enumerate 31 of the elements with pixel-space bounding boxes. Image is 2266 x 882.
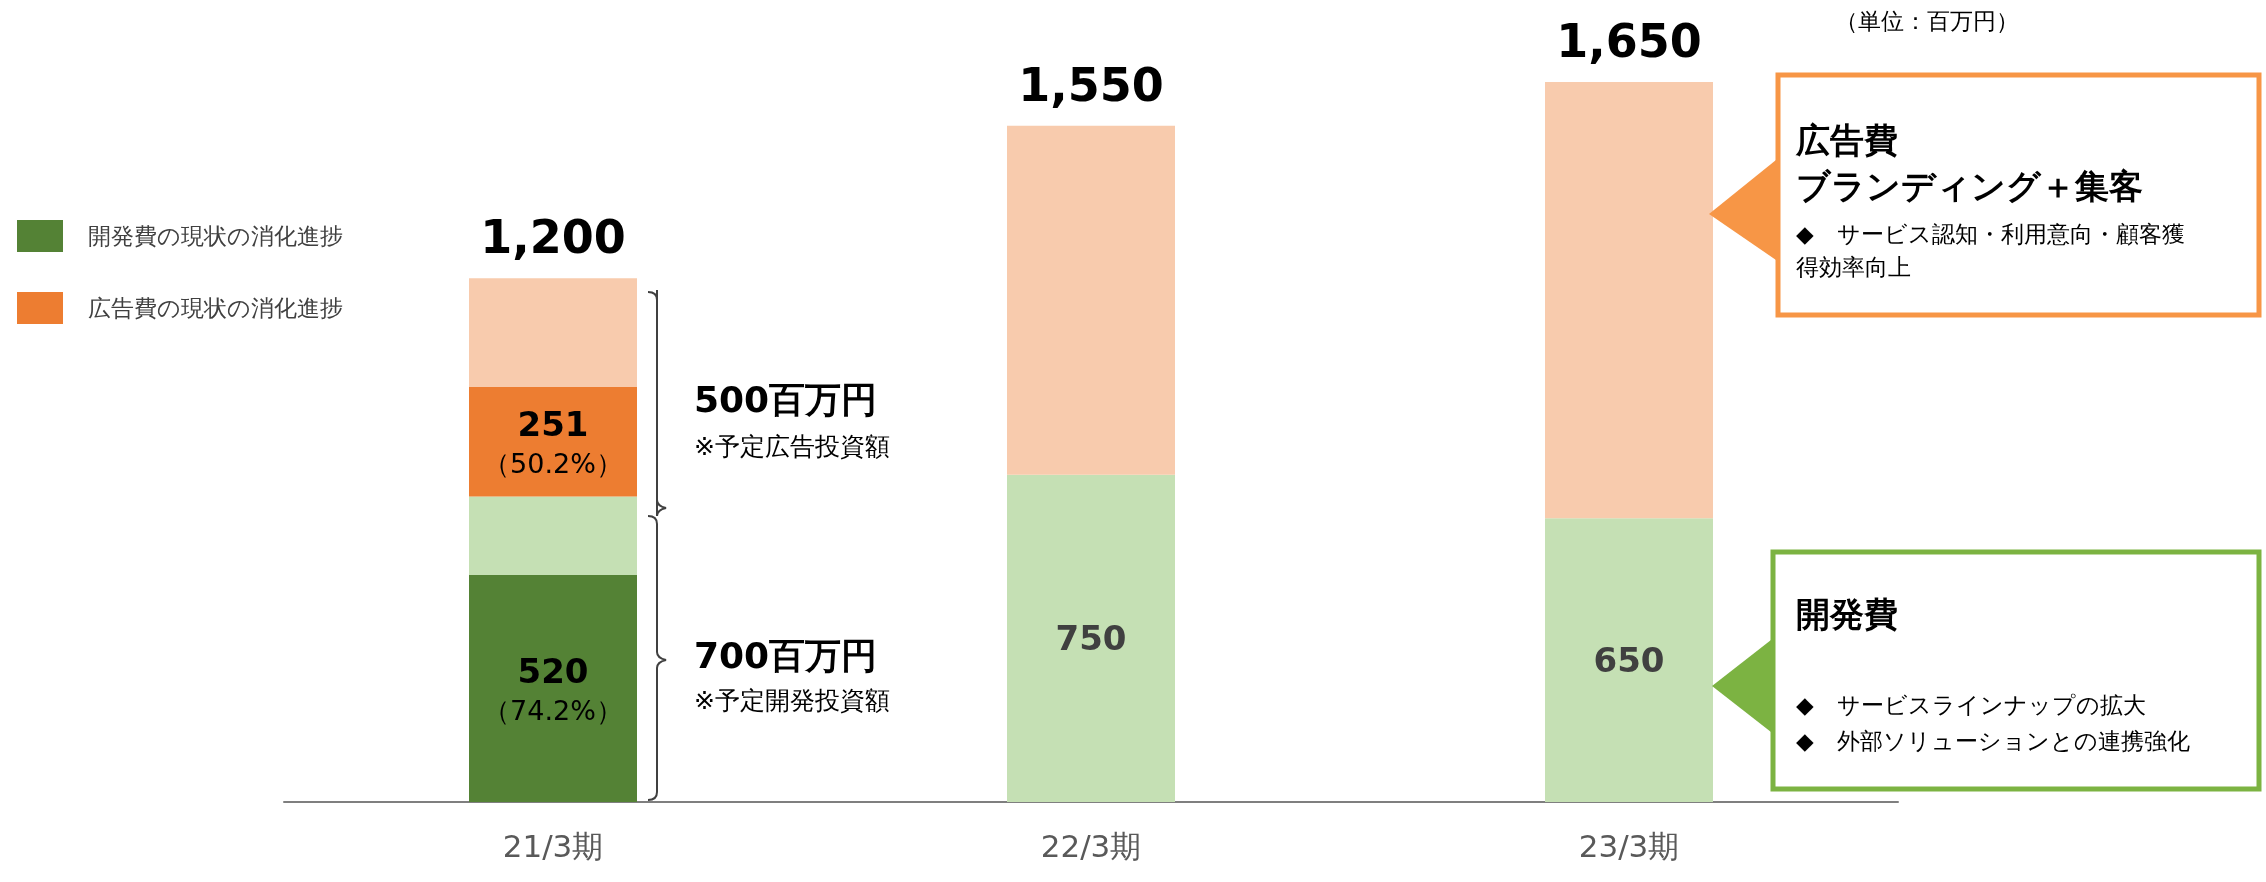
data-label: 650 <box>1593 640 1665 681</box>
bar <box>469 575 637 802</box>
x-tick-label: 22/3期 <box>1040 827 1142 864</box>
annotation: ◆ サービス認知・利用意向・顧客獲得効率向上 <box>1796 220 2186 283</box>
x-tick-label: 21/3期 <box>502 827 604 864</box>
annotation: ※予定開発投資額 <box>694 685 890 717</box>
total-label: 1,650 <box>1556 14 1702 68</box>
bar <box>1007 474 1175 802</box>
annotation: 500百万円 <box>694 378 878 422</box>
data-label: 251 （50.2%） <box>483 403 623 480</box>
bar <box>1545 82 1713 519</box>
x-tick-label: 23/3期 <box>1578 827 1680 864</box>
total-label: 1,550 <box>1018 57 1164 112</box>
legend-label: 広告費の現状の消化進捗 <box>88 295 343 321</box>
annotation: ※予定広告投資額 <box>694 431 890 463</box>
total-label: 1,200 <box>480 210 626 265</box>
bar <box>469 278 637 388</box>
annotation: ◆ サービスラインナップの拡大 <box>1796 691 2146 720</box>
bar <box>469 496 637 576</box>
annotation: ブランディング＋集客 <box>1796 165 2143 208</box>
text: （単位：百万円） <box>1835 7 2019 36</box>
bar <box>1545 518 1713 802</box>
legend-label: 開発費の現状の消化進捗 <box>88 223 343 249</box>
annotation: 700百万円 <box>694 634 878 678</box>
data-label: 520 （74.2%） <box>483 650 623 727</box>
annotation: ◆ 外部ソリューションとの連携強化 <box>1796 727 2190 756</box>
bar <box>469 387 637 497</box>
annotation: 広告費 <box>1796 119 1898 162</box>
bar <box>1007 125 1175 475</box>
data-label: 750 <box>1055 618 1127 659</box>
annotation: 開発費 <box>1796 593 1898 636</box>
